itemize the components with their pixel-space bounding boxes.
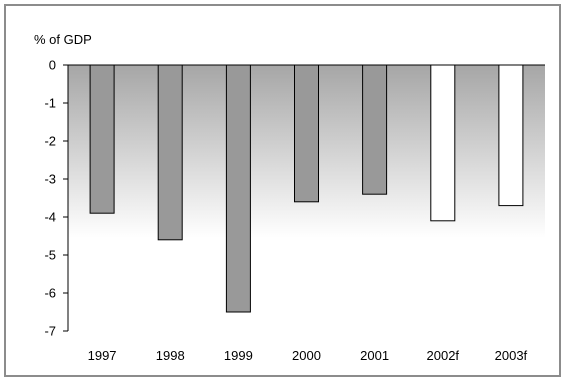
y-tick-labels: 0 -1 -2 -3 -4 -5 -6 -7 — [44, 58, 68, 339]
bar-2003f — [498, 64, 524, 207]
chart-frame: % of GDP 0 -1 -2 -3 -4 -5 -6 -7 1997 1998 1999 200… — [4, 4, 561, 377]
x-tick-labels: 1997 1998 1999 2000 2001 2002f 2003f — [88, 348, 528, 363]
y-tick-label: -5 — [44, 248, 56, 263]
bar-1998 — [157, 64, 183, 241]
y-tick-label: -7 — [44, 324, 56, 339]
x-tick-label: 1999 — [224, 348, 253, 363]
y-tick-label: -1 — [44, 96, 56, 111]
y-tick-label: -3 — [44, 172, 56, 187]
axes-group — [67, 64, 545, 331]
y-axis-label: % of GDP — [34, 32, 92, 47]
y-tick-label: -4 — [44, 210, 56, 225]
x-tick-label: 1997 — [88, 348, 117, 363]
x-tick-label: 2000 — [292, 348, 321, 363]
bar-2001 — [362, 64, 388, 195]
y-tick-label: 0 — [49, 58, 56, 73]
x-tick-label: 2001 — [360, 348, 389, 363]
y-tick-label: -6 — [44, 286, 56, 301]
bar-1999 — [225, 64, 251, 313]
x-tick-label: 2002f — [427, 348, 460, 363]
bars-group — [89, 64, 524, 313]
x-tick-label: 1998 — [156, 348, 185, 363]
bar-2002f — [430, 64, 456, 222]
bar-1997 — [89, 64, 115, 214]
bar-2000 — [294, 64, 319, 203]
x-tick-label: 2003f — [495, 348, 528, 363]
bar-chart: % of GDP 0 -1 -2 -3 -4 -5 -6 -7 1997 1998 1999 200… — [34, 32, 545, 363]
y-tick-label: -2 — [44, 134, 56, 149]
